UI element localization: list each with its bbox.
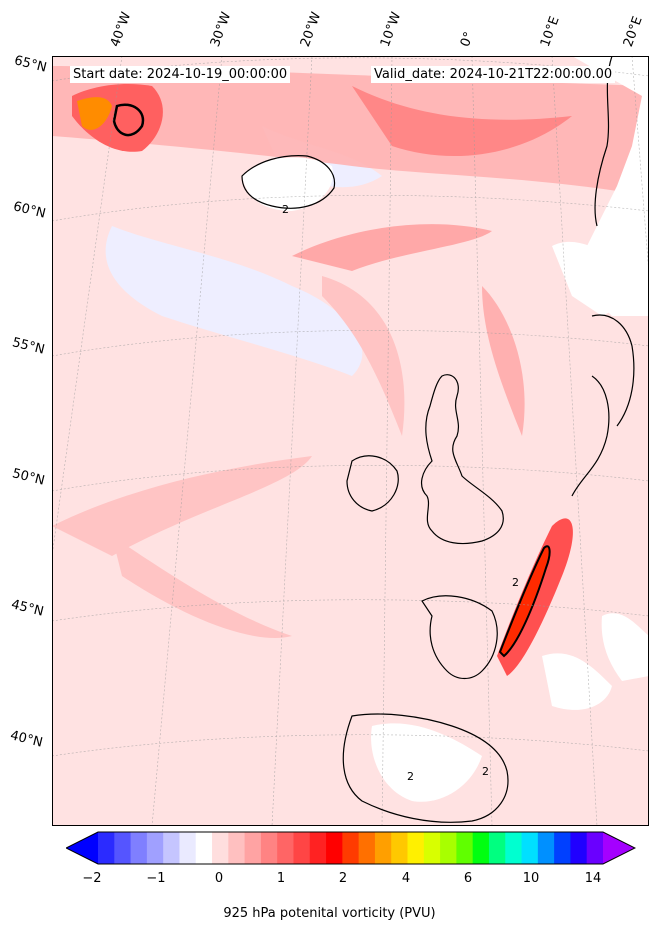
colorbar-cell (423, 832, 441, 864)
colorbar-tick-label: 4 (401, 871, 411, 886)
colorbar-cell (163, 832, 180, 864)
colorbar-cell (260, 832, 278, 864)
snow-mask (552, 241, 622, 316)
colorbar-tick-label: −2 (82, 871, 102, 886)
snow-mask (542, 653, 612, 710)
snow-mask (601, 613, 649, 681)
high-pv-band (500, 546, 550, 656)
colorbar-cell (521, 832, 539, 864)
lon-label-10w: 10°W (377, 10, 405, 49)
high-pv-band (112, 536, 292, 638)
contour-line (498, 545, 551, 658)
colorbar-cell (586, 832, 604, 864)
lat-label-65n: 65°N (12, 53, 49, 76)
colorbar-cell (440, 832, 457, 864)
colorbar-cell (342, 832, 360, 864)
lat-label-45n: 45°N (9, 597, 46, 620)
high-pv-band (52, 456, 312, 556)
colorbar-cell (488, 832, 506, 864)
colorbar-cell (391, 832, 409, 864)
lon-label-40w: 40°W (107, 10, 135, 49)
colorbar-tick-label: 10 (522, 871, 540, 886)
colorbar-cell (146, 832, 164, 864)
lon-label-0: 0° (457, 29, 478, 49)
low-pv-region (105, 226, 363, 376)
colorbar-tick-label: 2 (338, 871, 348, 886)
colorbar-cell (570, 832, 588, 864)
colorbar-tick-label: 6 (463, 871, 473, 886)
lat-label-60n: 60°N (11, 199, 48, 222)
colorbar-cell (326, 832, 343, 864)
contour-label: 2 (407, 770, 414, 783)
colorbar-tick-label: −1 (146, 871, 166, 886)
colorbar-cell (537, 832, 555, 864)
start-date-label: Start date: 2024-10-19_00:00:00 (70, 66, 291, 83)
colorbar-cell (554, 832, 571, 864)
colorbar-cell (505, 832, 523, 864)
snow-mask (242, 157, 333, 211)
map-panel: 2 2 2 2 (52, 56, 649, 826)
high-pv-band (352, 86, 572, 156)
coastlines (241, 56, 635, 823)
colorbar-cell (293, 832, 311, 864)
colorbar-cell (277, 832, 294, 864)
colorbar-cell (309, 832, 327, 864)
valid-date-label: Valid_date: 2024-10-21T22:00:00.00 (371, 66, 616, 83)
lat-label-55n: 55°N (10, 335, 47, 358)
contour-label: 2 (282, 203, 289, 216)
colorbar-cell (130, 832, 148, 864)
colorbar-cell (456, 832, 474, 864)
colorbar (66, 831, 636, 865)
lat-label-40n: 40°N (8, 728, 45, 751)
colorbar-cell (374, 832, 392, 864)
snow-mask (371, 723, 482, 802)
colorbar-tick-label: 14 (584, 871, 602, 886)
contour-label: 2 (482, 765, 489, 778)
colorbar-extend-max (603, 832, 635, 864)
lon-label-20e: 20°E (620, 14, 646, 50)
colorbar-cell (114, 832, 132, 864)
lat-label-50n: 50°N (10, 466, 47, 489)
contour-line (112, 103, 145, 137)
graticule (52, 56, 649, 826)
colorbar-cell (358, 832, 376, 864)
lon-label-20w: 20°W (297, 10, 325, 49)
colorbar-cell (244, 832, 262, 864)
colorbar-tick-label: 1 (276, 871, 286, 886)
colorbar-extend-min (66, 832, 98, 864)
colorbar-cell (179, 832, 197, 864)
high-pv-band (52, 66, 649, 196)
colorbar-cell (98, 832, 115, 864)
colorbar-cell (407, 832, 425, 864)
lon-label-10e: 10°E (537, 14, 563, 50)
map-frame (52, 56, 649, 826)
colorbar-cell (212, 832, 229, 864)
high-pv-band (292, 224, 492, 271)
colorbar-outline (66, 831, 636, 865)
high-pv-band (482, 286, 525, 436)
lon-label-30w: 30°W (207, 10, 235, 49)
colorbar-cell (472, 832, 490, 864)
colorbar-title: 925 hPa potenital vorticity (PVU) (223, 906, 436, 921)
colorbar-cell (195, 832, 213, 864)
colorbar-tick-label: 0 (214, 871, 224, 886)
high-pv-band (322, 276, 405, 436)
high-pv-band (77, 97, 112, 130)
contour-label: 2 (512, 576, 519, 589)
colorbar-cell (228, 832, 246, 864)
